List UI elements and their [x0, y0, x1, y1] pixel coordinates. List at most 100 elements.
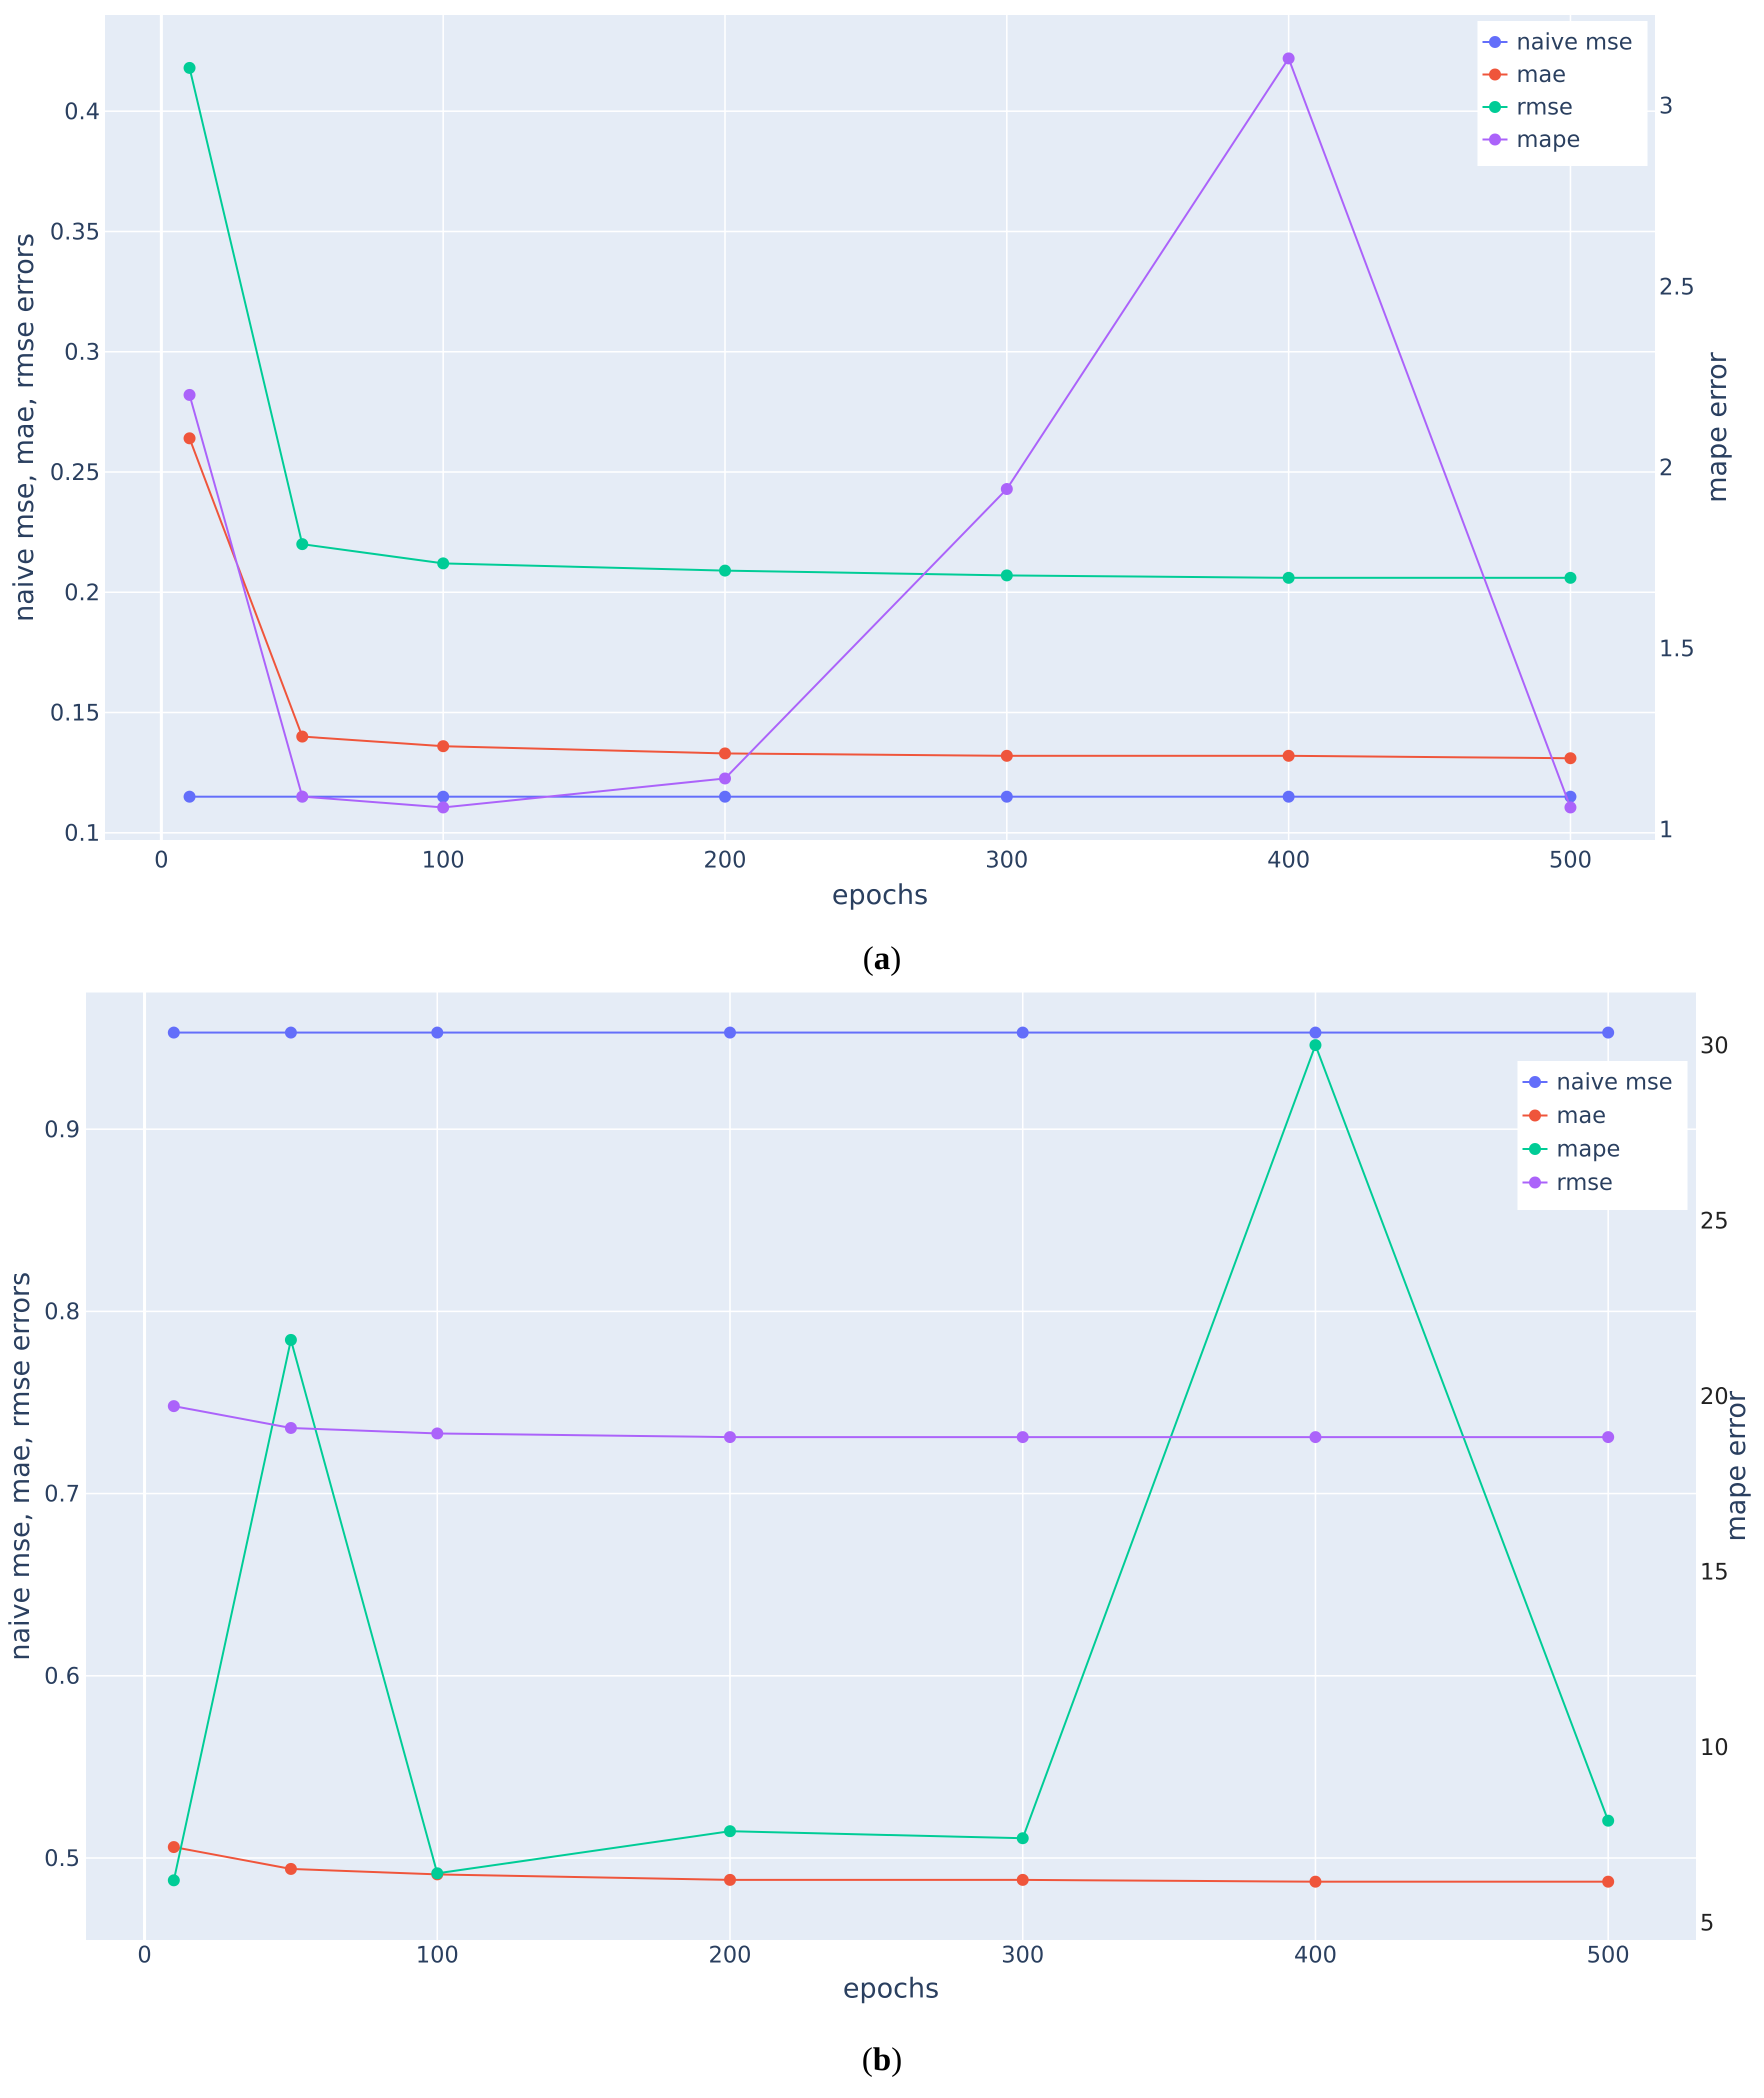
chart-b-legend: naive mse mae mape rmse: [1518, 1061, 1688, 1210]
chart-b-legend-naive-mse-label: naive mse: [1556, 1068, 1672, 1095]
chart-a-legend: naive mse mae rmse mape: [1478, 21, 1648, 166]
chart-b-panel-letter: b: [873, 2041, 892, 2078]
chart-a-x-tick-label: 300: [986, 846, 1028, 873]
chart-b-y-tick-label: 0.9: [44, 1116, 80, 1142]
chart-a-y2-tick-label: 2.5: [1659, 274, 1695, 300]
chart-b-legend-mape-marker: [1529, 1143, 1541, 1155]
chart-b-legend-rmse-marker: [1529, 1176, 1541, 1188]
chart-a-legend-box: [1478, 21, 1648, 166]
chart-b-series-naive-mse-point: [1016, 1026, 1029, 1039]
chart-b-x-axis: 0 100 200 300 400 500: [138, 1942, 1630, 1968]
chart-b-series-rmse-point: [1602, 1431, 1614, 1444]
chart-a-series-mape-point: [1282, 52, 1295, 64]
chart-b-series-mape-point: [284, 1334, 297, 1346]
chart-a-legend-rmse-label: rmse: [1516, 94, 1573, 120]
chart-a-series-rmse-point: [1564, 572, 1576, 584]
chart-b-right-axis: 5 10 15 20 25 30: [1700, 1032, 1728, 1936]
chart-a-legend-naive-mse-marker: [1489, 36, 1501, 48]
chart-a-right-axis: 1 1.5 2 2.5 3: [1659, 92, 1695, 842]
chart-a-series-mae-point: [437, 740, 450, 752]
chart-a-series-rmse-point: [1282, 572, 1295, 584]
chart-b-series-mae-point: [1309, 1876, 1322, 1888]
chart-a-series-mape-point: [296, 790, 308, 803]
chart-b-left-axis: 0.5 0.6 0.7 0.8 0.9: [44, 1116, 80, 1872]
chart-b-y2-tick-label: 15: [1700, 1558, 1728, 1585]
chart-a-series-rmse-point: [1000, 569, 1013, 582]
chart-b-legend-mae-label: mae: [1556, 1102, 1606, 1128]
chart-b-legend-box: [1518, 1061, 1688, 1210]
chart-a-legend-mae-label: mae: [1516, 61, 1566, 88]
chart-b-series-rmse-point: [1309, 1431, 1322, 1444]
chart-a-series-mae-point: [296, 730, 308, 743]
chart-a-y-tick-label: 0.15: [50, 700, 100, 726]
chart-a-legend-rmse-marker: [1489, 101, 1501, 113]
chart-a-x-axis: 0 100 200 300 400 500: [154, 846, 1592, 873]
chart-a-y-tick-label: 0.2: [64, 580, 100, 606]
chart-a-series-rmse-point: [296, 538, 308, 550]
chart-b-y-axis-title: naive mse, mae, rmse errors: [4, 1272, 36, 1660]
chart-b-series-mape-point: [1016, 1832, 1029, 1844]
chart-b-series: [168, 1026, 1614, 1888]
chart-a-series: [184, 52, 1576, 814]
chart-b-series-mae-point: [284, 1862, 297, 1875]
chart-b-y-tick-label: 0.7: [44, 1480, 80, 1507]
chart-b-y2-tick-label: 5: [1700, 1910, 1714, 1936]
chart-b-x-tick-label: 300: [1002, 1942, 1044, 1968]
chart-a-left-axis: 0.1 0.15 0.2 0.25 0.3 0.35 0.4: [50, 98, 100, 846]
chart-a-series-mape-point: [437, 801, 450, 814]
chart-a-series-mae-point: [184, 432, 196, 444]
chart-a-y-tick-label: 0.25: [50, 459, 100, 486]
chart-b-legend-mae-marker: [1529, 1110, 1541, 1122]
chart-b-series-naive-mse-point: [431, 1026, 444, 1039]
chart-b-y-tick-label: 0.8: [44, 1298, 80, 1325]
chart-a-y-tick-label: 0.4: [64, 98, 100, 124]
chart-b-y2-axis-title: mape error: [1720, 1390, 1752, 1542]
chart-b-y2-tick-label: 20: [1700, 1383, 1728, 1410]
chart-b-y2-tick-label: 25: [1700, 1208, 1728, 1234]
chart-b-y2-tick-label: 30: [1700, 1032, 1728, 1058]
chart-b-x-tick-label: 400: [1294, 1942, 1337, 1968]
chart-a-y-tick-label: 0.1: [64, 820, 100, 846]
chart-b-plot-area: [86, 992, 1696, 1940]
chart-b-y2-tick-label: 10: [1700, 1734, 1728, 1760]
chart-b-series-mae-point: [168, 1841, 180, 1854]
chart-b-series-rmse-point: [431, 1427, 444, 1440]
chart-a-y2-tick-label: 3: [1659, 92, 1674, 119]
chart-a-plot-area: [105, 15, 1655, 840]
chart-a-series-mape-point: [1564, 801, 1576, 814]
chart-b-series-rmse-point: [284, 1422, 297, 1434]
chart-b-legend-naive-mse-marker: [1529, 1076, 1541, 1088]
chart-a-series-naive-mse-point: [1000, 790, 1013, 803]
chart-b-y-tick-label: 0.6: [44, 1663, 80, 1690]
chart-a-series-mae-point: [1000, 750, 1013, 762]
chart-a-panel-label: (a): [863, 940, 902, 976]
chart-b-series-rmse-point: [1016, 1431, 1029, 1444]
chart-a-x-tick-label: 200: [704, 846, 746, 873]
chart-a-series-mape-point: [1000, 483, 1013, 496]
chart-a-y-tick-label: 0.3: [64, 338, 100, 365]
chart-b-x-axis-title: epochs: [843, 1972, 940, 2004]
chart-a-series-naive-mse-point: [1282, 790, 1295, 803]
chart-a-x-tick-label: 0: [154, 846, 168, 873]
chart-b-series-mape-point: [431, 1867, 444, 1880]
chart-a-y2-tick-label: 1: [1659, 816, 1674, 842]
chart-a-series-mae-point: [719, 747, 731, 760]
chart-a-legend-mae-marker: [1489, 68, 1501, 80]
chart-b-series-mape-point: [168, 1874, 180, 1886]
chart-a-series-rmse-point: [719, 564, 731, 577]
chart-b-series-rmse-point: [168, 1400, 180, 1412]
chart-a-series-naive-mse-point: [437, 790, 450, 803]
chart-a-y2-tick-label: 2: [1659, 454, 1674, 481]
chart-a-series-naive-mse-point: [184, 790, 196, 803]
chart-a-series-rmse-point: [184, 62, 196, 74]
chart-a-gridlines: [105, 15, 1655, 840]
chart-b-series-mae-point: [1602, 1876, 1614, 1888]
chart-a-y2-axis-title: mape error: [1701, 352, 1732, 503]
chart-a-y-tick-label: 0.35: [50, 218, 100, 245]
chart-a-series-rmse-point: [437, 557, 450, 570]
chart-b-legend-mape-label: mape: [1556, 1136, 1620, 1162]
chart-a-series-naive-mse-point: [719, 790, 731, 803]
chart-b-series-naive-mse-point: [724, 1026, 736, 1039]
chart-b-series-naive-mse-point: [1309, 1026, 1322, 1039]
